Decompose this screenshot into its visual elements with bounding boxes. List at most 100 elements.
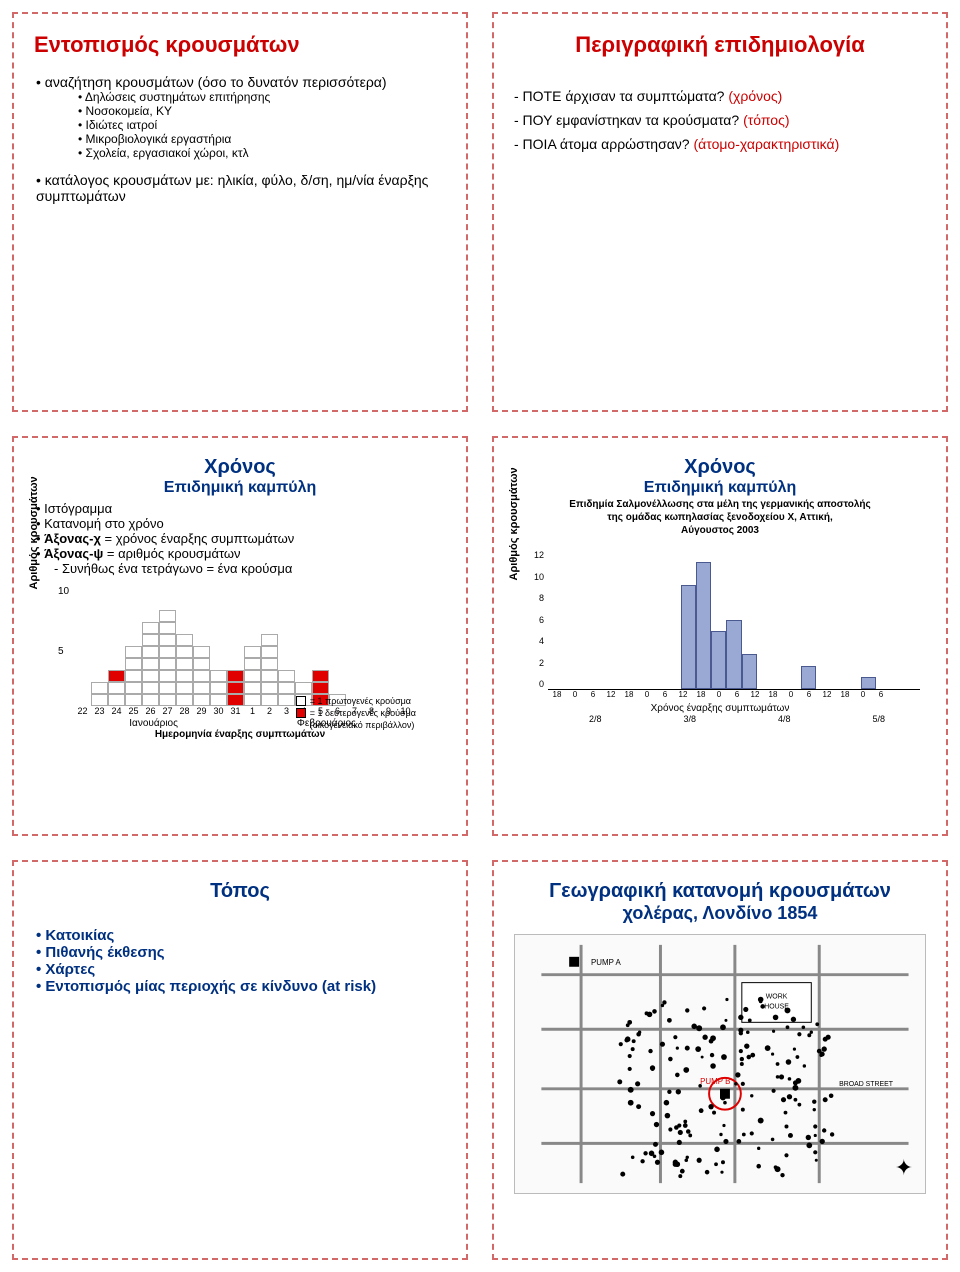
case-cell — [380, 610, 397, 622]
case-dot — [738, 1028, 743, 1033]
case-dot — [758, 1118, 764, 1124]
case-dot — [759, 1000, 763, 1004]
bar — [801, 666, 816, 689]
case-cell — [142, 610, 159, 622]
case-dot — [817, 1049, 822, 1054]
case-cell — [227, 658, 244, 670]
case-cell — [244, 682, 261, 694]
case-cell — [176, 694, 193, 706]
y-tick: 12 — [534, 550, 544, 560]
case-dot — [676, 1047, 679, 1050]
case-cell — [295, 622, 312, 634]
case-dot — [781, 1097, 786, 1102]
chart-title: Χρόνος — [34, 456, 446, 479]
case-dot — [724, 1019, 727, 1022]
case-dot — [829, 1093, 834, 1098]
case-cell — [108, 670, 125, 682]
case-dot — [620, 1172, 625, 1177]
panel-title: Τόπος — [34, 880, 446, 903]
case-cell — [329, 610, 346, 622]
caption: Επιδημία Σαλμονέλλωσης στα μέλη της γερμ… — [514, 499, 926, 510]
list-item: Εντοπισμός μίας περιοχής σε κίνδυνο (at … — [36, 978, 446, 995]
case-cell — [295, 610, 312, 622]
case-cell — [397, 646, 414, 658]
case-cell — [278, 598, 295, 610]
case-cell — [159, 682, 176, 694]
q-paren: (τόπος) — [743, 112, 789, 128]
case-dot — [774, 1165, 778, 1169]
case-cell — [108, 586, 125, 598]
case-dot — [659, 1150, 665, 1156]
case-cell — [74, 622, 91, 634]
case-cell — [380, 658, 397, 670]
case-cell — [329, 682, 346, 694]
case-cell — [295, 634, 312, 646]
swatch-primary-icon — [296, 696, 306, 706]
case-cell — [193, 658, 210, 670]
case-cell — [142, 598, 159, 610]
case-cell — [193, 622, 210, 634]
case-dot — [784, 1111, 788, 1115]
case-dot — [803, 1064, 806, 1067]
case-cell — [363, 670, 380, 682]
x-date: 2/8 — [548, 714, 643, 724]
case-dot — [723, 1101, 727, 1105]
case-cell — [346, 658, 363, 670]
case-cell — [91, 670, 108, 682]
case-dot — [784, 1153, 788, 1157]
x-tick: 0 — [638, 690, 656, 699]
case-dot — [673, 1160, 678, 1165]
case-cell — [261, 610, 278, 622]
list-item: Ιδιώτες ιατροί — [78, 118, 446, 132]
case-cell — [91, 634, 108, 646]
case-dot — [741, 1108, 745, 1112]
x-date: 3/8 — [643, 714, 738, 724]
case-dot — [678, 1130, 683, 1135]
case-cell — [108, 658, 125, 670]
case-dot — [635, 1081, 640, 1086]
case-cell — [142, 646, 159, 658]
case-cell — [108, 622, 125, 634]
case-dot — [714, 1162, 718, 1166]
list-item: Δηλώσεις συστημάτων επιτήρησης — [78, 90, 446, 104]
case-dot — [680, 1169, 685, 1174]
case-cell — [261, 598, 278, 610]
case-cell — [227, 586, 244, 598]
case-dot — [826, 1035, 831, 1040]
case-cell — [227, 634, 244, 646]
case-dot — [631, 1155, 635, 1159]
case-cell — [74, 646, 91, 658]
case-cell — [380, 622, 397, 634]
case-dot — [776, 1062, 780, 1066]
case-cell — [312, 634, 329, 646]
case-cell — [346, 646, 363, 658]
case-cell — [261, 670, 278, 682]
case-cell — [227, 682, 244, 694]
case-cell — [346, 682, 363, 694]
case-cell — [329, 634, 346, 646]
case-dot — [796, 1078, 802, 1084]
q-text: - ΠΟΥ εμφανίστηκαν τα κρούσματα? — [514, 112, 739, 128]
case-cell — [380, 598, 397, 610]
x-tick: 6 — [872, 690, 890, 699]
x-tick: 29 — [193, 706, 210, 716]
case-cell — [329, 670, 346, 682]
case-cell — [142, 682, 159, 694]
case-dot — [791, 1017, 796, 1022]
case-dot — [812, 1100, 816, 1104]
case-cell — [346, 634, 363, 646]
case-dot — [720, 1095, 725, 1100]
x-tick: 0 — [710, 690, 728, 699]
case-cell — [397, 622, 414, 634]
case-cell — [125, 646, 142, 658]
case-dot — [806, 1135, 811, 1140]
case-dot — [668, 1127, 672, 1131]
case-cell — [380, 634, 397, 646]
x-tick: 18 — [692, 690, 710, 699]
case-dot — [652, 1009, 657, 1014]
case-dot — [686, 1156, 689, 1159]
case-dot — [650, 1111, 655, 1116]
case-cell — [159, 586, 176, 598]
case-cell — [244, 586, 261, 598]
panel-title: Περιγραφική επιδημιολογία — [514, 32, 926, 58]
